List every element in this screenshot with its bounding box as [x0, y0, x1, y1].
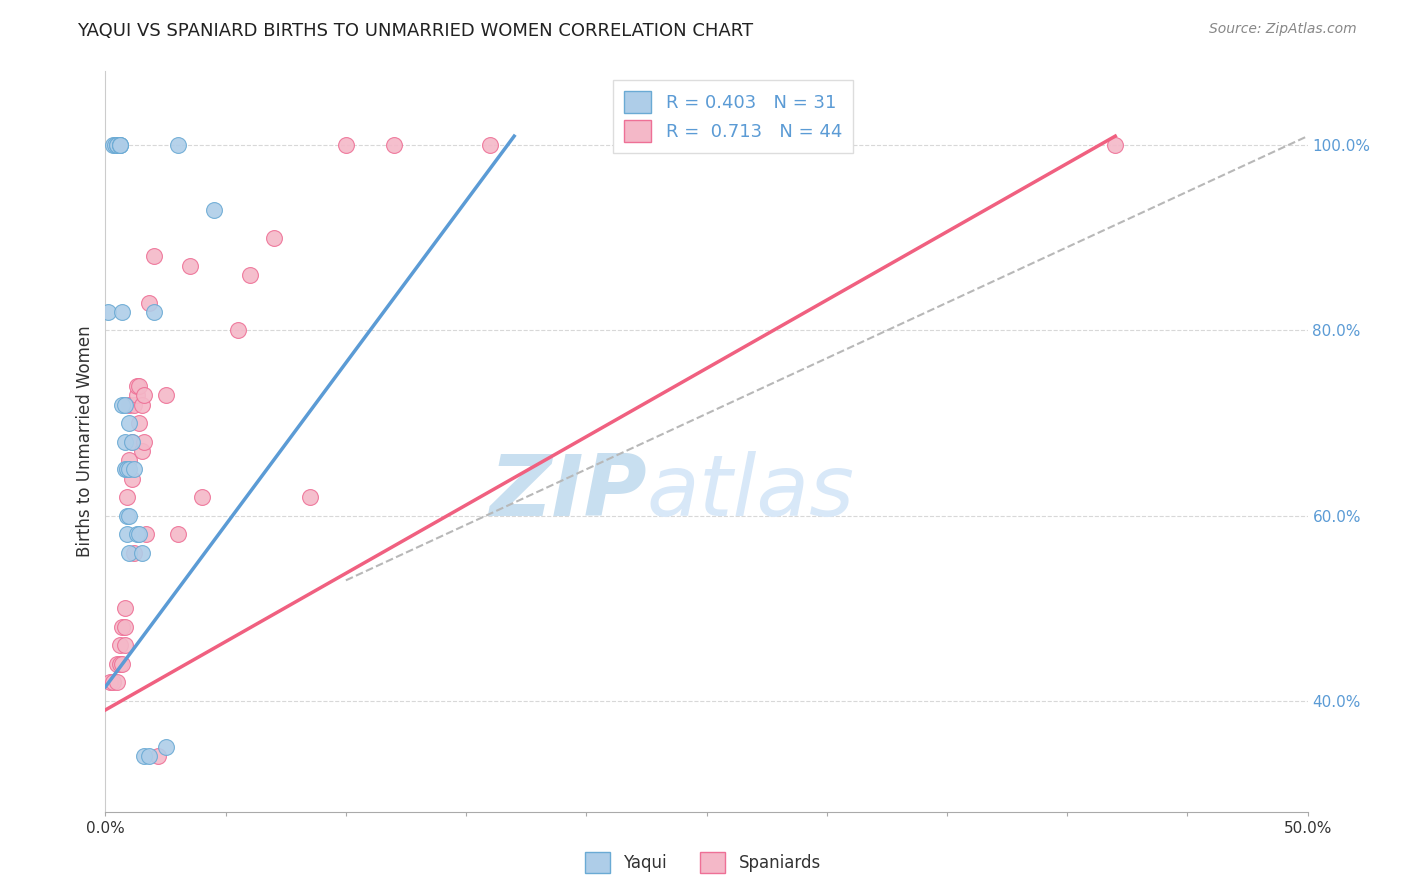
Point [239, 268, 262, 282]
Point [166, 527, 188, 541]
Point [128, 379, 150, 393]
Point [111, 619, 134, 633]
Point [118, 462, 141, 476]
Point [263, 231, 285, 245]
Text: YAQUI VS SPANIARD BIRTHS TO UNMARRIED WOMEN CORRELATION CHART: YAQUI VS SPANIARD BIRTHS TO UNMARRIED WO… [77, 22, 754, 40]
Point [1104, 138, 1126, 153]
Point [298, 490, 321, 504]
Point [138, 295, 160, 310]
Point [190, 490, 212, 504]
Point [98, 675, 121, 690]
Point [118, 508, 141, 523]
Point [132, 388, 155, 402]
Point [124, 398, 146, 412]
Point [108, 138, 131, 153]
Point [155, 388, 177, 402]
Point [118, 398, 141, 412]
Point [125, 379, 148, 393]
Point [115, 490, 138, 504]
Point [111, 398, 134, 412]
Text: Source: ZipAtlas.com: Source: ZipAtlas.com [1209, 22, 1357, 37]
Point [479, 138, 502, 153]
Point [179, 259, 201, 273]
Point [121, 471, 143, 485]
Point [131, 443, 153, 458]
Point [121, 434, 143, 449]
Point [125, 527, 148, 541]
Point [107, 675, 129, 690]
Text: ZIP: ZIP [489, 451, 647, 534]
Point [382, 138, 405, 153]
Point [128, 416, 150, 430]
Point [114, 638, 136, 652]
Point [125, 388, 148, 402]
Point [121, 434, 143, 449]
Point [118, 416, 141, 430]
Point [132, 749, 155, 764]
Point [101, 675, 124, 690]
Point [124, 545, 146, 560]
Point [115, 508, 138, 523]
Point [114, 398, 136, 412]
Point [124, 462, 146, 476]
Point [107, 138, 129, 153]
Text: atlas: atlas [647, 451, 855, 534]
Point [815, 138, 838, 153]
Point [148, 749, 170, 764]
Point [131, 545, 153, 560]
Point [202, 203, 225, 218]
Y-axis label: Births to Unmarried Women: Births to Unmarried Women [76, 326, 94, 558]
Point [114, 619, 136, 633]
Point [104, 138, 127, 153]
Point [114, 434, 136, 449]
Point [132, 434, 155, 449]
Point [108, 657, 131, 671]
Point [131, 398, 153, 412]
Legend: Yaqui, Spaniards: Yaqui, Spaniards [578, 846, 828, 880]
Point [97, 305, 120, 319]
Point [115, 527, 138, 541]
Point [166, 138, 188, 153]
Point [107, 138, 129, 153]
Point [138, 749, 160, 764]
Point [101, 138, 124, 153]
Point [108, 138, 131, 153]
Point [135, 527, 157, 541]
Point [107, 657, 129, 671]
Point [226, 323, 249, 337]
Point [108, 638, 131, 652]
Point [115, 462, 138, 476]
Point [114, 601, 136, 615]
Legend: R = 0.403   N = 31, R =  0.713   N = 44: R = 0.403 N = 31, R = 0.713 N = 44 [613, 80, 853, 153]
Point [108, 138, 131, 153]
Point [115, 462, 138, 476]
Point [118, 545, 141, 560]
Point [155, 739, 177, 754]
Point [118, 453, 141, 467]
Point [111, 657, 134, 671]
Point [128, 527, 150, 541]
Point [142, 305, 165, 319]
Point [114, 462, 136, 476]
Point [142, 249, 165, 264]
Point [111, 305, 134, 319]
Point [335, 138, 357, 153]
